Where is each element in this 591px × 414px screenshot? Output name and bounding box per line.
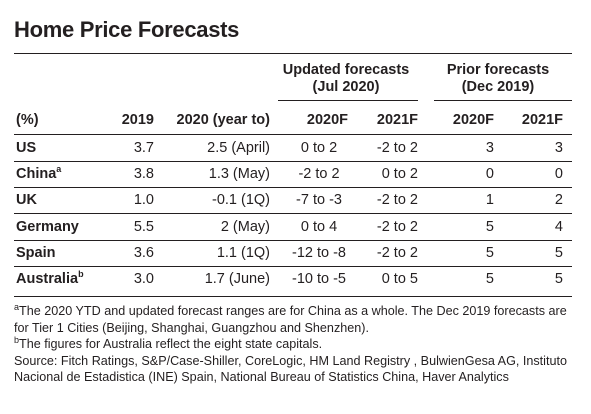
cell-ytd: 2 (May)	[220, 219, 270, 235]
cell-ytd: 1.7 (June)	[204, 271, 270, 287]
cell-2019: 3.0	[133, 271, 154, 287]
cell-updated-2020f: -12 to -8	[292, 245, 346, 261]
cell-2019: 3.6	[133, 245, 154, 261]
top-rule	[14, 53, 572, 54]
country-name: Australia	[16, 271, 79, 287]
cell-prior-2020f: 5	[485, 245, 494, 261]
cell-ytd: -0.1 (1Q)	[211, 192, 270, 208]
row-rule	[14, 213, 572, 214]
cell-updated-2021f: -2 to 2	[376, 192, 418, 208]
row-rule	[14, 240, 572, 241]
footnotes: aThe 2020 YTD and updated forecast range…	[14, 301, 576, 386]
footnote-b-mark: b	[14, 335, 20, 345]
group-rule-updated	[278, 100, 418, 101]
cell-ytd: 2.5 (April)	[207, 140, 270, 156]
cell-updated-2021f: 0 to 2	[381, 166, 418, 182]
cell-2019: 3.8	[133, 166, 154, 182]
col-header-updated-2020f: 2020F	[306, 112, 348, 128]
cell-prior-2020f: 0	[485, 166, 494, 182]
footnote-a-text: The 2020 YTD and updated forecast ranges…	[14, 304, 567, 335]
group-header-prior-line2: (Dec 2019)	[461, 79, 535, 95]
cell-2019: 1.0	[133, 192, 154, 208]
cell-updated-2020f: 0 to 2	[300, 140, 338, 156]
country-name: Spain	[16, 245, 56, 261]
row-rule	[14, 266, 572, 267]
row-rule	[14, 161, 572, 162]
country-name: US	[16, 140, 37, 156]
group-header-updated-line1: Updated forecasts	[282, 62, 410, 78]
cell-ytd: 1.1 (1Q)	[216, 245, 270, 261]
cell-updated-2020f: -7 to -3	[296, 192, 342, 208]
footnote-a-mark: a	[14, 301, 20, 312]
cell-updated-2021f: -2 to 2	[376, 245, 418, 261]
row-label: Chinaa	[16, 164, 62, 182]
row-label: UK	[16, 192, 37, 208]
cell-updated-2021f: 0 to 5	[381, 271, 418, 287]
page-title: Home Price Forecasts	[14, 17, 240, 42]
group-header-updated: Updated forecasts (Jul 2020)	[276, 62, 416, 96]
cell-prior-2020f: 3	[485, 140, 494, 156]
row-label: Germany	[16, 219, 79, 235]
cell-prior-2020f: 1	[485, 192, 494, 208]
row-rule	[14, 187, 572, 188]
group-header-updated-line2: (Jul 2020)	[312, 79, 380, 95]
cell-updated-2021f: -2 to 2	[376, 219, 418, 235]
footnote-mark: a	[56, 164, 62, 175]
bottom-rule	[14, 296, 572, 297]
footnote-mark: b	[78, 269, 84, 280]
cell-2019: 3.7	[133, 140, 154, 156]
cell-prior-2021f: 5	[554, 245, 563, 261]
footnote-b-text: The figures for Australia reflect the ei…	[19, 337, 323, 352]
header-rule	[14, 134, 572, 135]
cell-ytd: 1.3 (May)	[208, 166, 270, 182]
country-name: Germany	[16, 219, 79, 235]
cell-prior-2021f: 0	[554, 166, 563, 182]
cell-prior-2020f: 5	[485, 219, 494, 235]
col-header-prior-2021f: 2021F	[521, 112, 563, 128]
cell-prior-2021f: 5	[554, 271, 563, 287]
cell-prior-2021f: 4	[554, 219, 563, 235]
group-header-prior-line1: Prior forecasts	[446, 62, 550, 78]
cell-2019: 5.5	[133, 219, 154, 235]
row-label: Spain	[16, 245, 55, 261]
footnote-a: aThe 2020 YTD and updated forecast range…	[14, 301, 576, 336]
col-header-ytd: 2020 (year to)	[176, 112, 271, 128]
col-header-updated-2021f: 2021F	[376, 112, 418, 128]
source-note: Source: Fitch Ratings, S&P/Case-Shiller,…	[14, 353, 567, 385]
col-header-prior-2020f: 2020F	[452, 112, 494, 128]
cell-updated-2020f: 0 to 4	[300, 219, 338, 235]
country-name: UK	[16, 192, 37, 208]
col-header-unit: (%)	[16, 112, 39, 128]
cell-prior-2021f: 3	[554, 140, 563, 156]
footnote-b: bThe figures for Australia reflect the e…	[14, 336, 576, 353]
row-label: US	[16, 140, 36, 156]
cell-prior-2021f: 2	[554, 192, 563, 208]
row-label: Australiab	[16, 269, 84, 287]
group-rule-prior	[434, 100, 572, 101]
cell-updated-2021f: -2 to 2	[376, 140, 418, 156]
cell-updated-2020f: -10 to -5	[292, 271, 346, 287]
cell-updated-2020f: -2 to 2	[298, 166, 340, 182]
cell-prior-2020f: 5	[485, 271, 494, 287]
col-header-2019: 2019	[121, 112, 154, 128]
country-name: China	[16, 166, 57, 182]
group-header-prior: Prior forecasts (Dec 2019)	[434, 62, 562, 96]
